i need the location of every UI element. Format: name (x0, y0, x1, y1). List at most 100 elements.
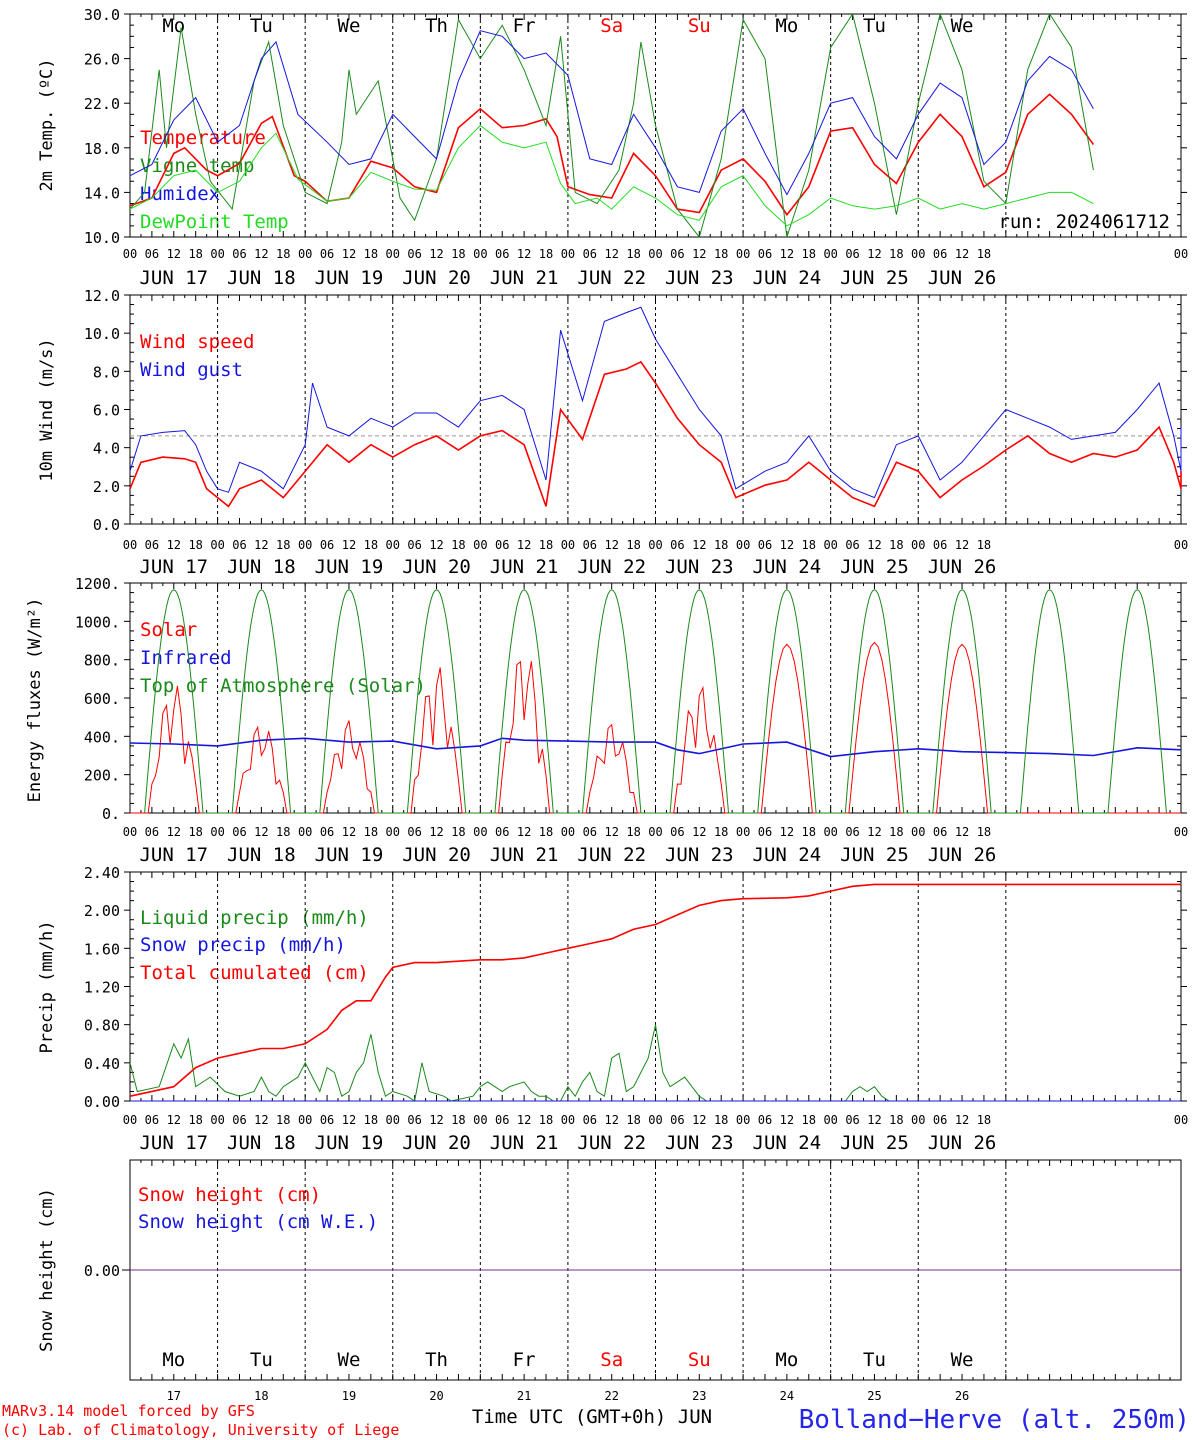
time-axis-title: Time UTC (GMT+0h) JUN (472, 1406, 712, 1428)
hour-label: 12 (692, 538, 706, 552)
date-label: JUN 19 (315, 267, 384, 289)
hour-label: 18 (714, 1113, 728, 1127)
hour-label: 18 (451, 1113, 465, 1127)
temperature-panel: 2m Temp. (ºC) Temperature Vigne temp Hum… (37, 13, 1182, 238)
hour-label: 00 (210, 247, 224, 261)
hour-label: 00 (648, 1113, 662, 1127)
series-line-humidex (129, 30, 1094, 196)
date-label: JUN 17 (139, 267, 208, 289)
hour-label: 18 (451, 825, 465, 839)
legend-snow-precip: Snow precip (mm/h) (140, 934, 346, 956)
series-line-wind-speed (129, 360, 1182, 508)
y-tick-label: 0. (102, 805, 120, 823)
weekday-label: Th (425, 15, 448, 37)
date-label: JUN 20 (402, 267, 471, 289)
energy-panel: Energy fluxes (W/m²) Solar Infrared Top … (25, 582, 1182, 814)
date-label: JUN 22 (577, 556, 646, 578)
date-label: JUN 24 (753, 844, 822, 866)
hour-label: 18 (188, 1113, 202, 1127)
y-tick-label: 600. (84, 690, 120, 708)
hour-label: 00 (823, 247, 837, 261)
y-tick-label: 22.0 (84, 95, 120, 113)
legend-liquid-precip: Liquid precip (mm/h) (140, 907, 369, 929)
y-tick-label: 2.0 (93, 478, 120, 496)
hour-label: 12 (955, 538, 969, 552)
weekday-label: Mo (162, 1349, 185, 1371)
date-label: JUN 23 (665, 267, 734, 289)
y-tick-label: 2.00 (84, 902, 120, 920)
hour-label: 06 (320, 1113, 334, 1127)
legend-dewpoint-temp: DewPoint Temp (140, 211, 289, 233)
series-line-total-cumulated-cm- (129, 883, 1181, 1097)
hour-label: 18 (451, 247, 465, 261)
hour-label: 18 (889, 825, 903, 839)
hour-label: 18 (276, 1113, 290, 1127)
hour-label: 06 (670, 247, 684, 261)
legend-humidex: Humidex (140, 183, 220, 205)
temperature-y-axis-title: 2m Temp. (ºC) (37, 58, 57, 191)
hour-label: 00 (736, 1113, 750, 1127)
hour-label: 12 (167, 538, 181, 552)
hour-label: 06 (933, 825, 947, 839)
weekday-label: Th (425, 1349, 448, 1371)
y-tick-label: 1.20 (84, 979, 120, 997)
hour-label: 06 (145, 825, 159, 839)
hour-label: 00 (911, 247, 925, 261)
y-tick-label: 18.0 (84, 140, 120, 158)
hour-label: 12 (692, 825, 706, 839)
hour-label: 00 (386, 538, 400, 552)
hour-label: 06 (145, 1113, 159, 1127)
hour-label: 18 (977, 247, 991, 261)
hour-label: 12 (604, 1113, 618, 1127)
y-tick-label: 400. (84, 728, 120, 746)
series-line-liquid-precip-mm-h- (129, 1024, 1181, 1102)
day-number-label: 19 (342, 1389, 356, 1403)
hour-label: 00 (561, 825, 575, 839)
hour-label: 18 (276, 538, 290, 552)
date-label: JUN 19 (315, 844, 384, 866)
weekday-label: Su (688, 1349, 711, 1371)
hour-label: 00 (210, 825, 224, 839)
date-label: JUN 18 (227, 556, 296, 578)
series-line-temperature (129, 93, 1095, 217)
date-label: JUN 26 (928, 267, 997, 289)
weekday-label: Fr (513, 1349, 536, 1371)
hour-label: 18 (451, 538, 465, 552)
hour-label: 06 (583, 247, 597, 261)
hour-label: 12 (167, 1113, 181, 1127)
hour-label: 12 (604, 538, 618, 552)
hour-label: 00 (648, 247, 662, 261)
hour-label: 00 (1174, 247, 1188, 261)
hour-label: 06 (145, 247, 159, 261)
legend-infrared: Infrared (140, 647, 232, 669)
hour-label: 00 (1174, 1113, 1188, 1127)
hour-label: 12 (517, 538, 531, 552)
hour-label: 06 (933, 538, 947, 552)
hour-label: 00 (561, 538, 575, 552)
y-tick-label: 200. (84, 767, 120, 785)
hour-label: 06 (495, 1113, 509, 1127)
y-tick-label: 8.0 (93, 363, 120, 381)
hour-label: 12 (517, 1113, 531, 1127)
date-label: JUN 25 (840, 267, 909, 289)
hour-label: 06 (232, 247, 246, 261)
date-label: JUN 21 (490, 844, 559, 866)
hour-label: 12 (254, 825, 268, 839)
hour-label: 00 (210, 538, 224, 552)
hour-label: 18 (977, 825, 991, 839)
hour-label: 00 (123, 1113, 137, 1127)
hour-label: 12 (955, 247, 969, 261)
hour-label: 18 (889, 538, 903, 552)
date-label: JUN 24 (753, 556, 822, 578)
hour-label: 00 (911, 538, 925, 552)
hour-label: 06 (145, 538, 159, 552)
hour-label: 00 (473, 1113, 487, 1127)
y-tick-label: 1.60 (84, 940, 120, 958)
hour-label: 18 (626, 247, 640, 261)
legend-wind-gust: Wind gust (140, 359, 243, 381)
hour-label: 00 (123, 825, 137, 839)
run-annotation: run: 2024061712 (998, 211, 1170, 233)
hour-label: 06 (670, 825, 684, 839)
hour-label: 00 (823, 538, 837, 552)
hour-label: 06 (758, 1113, 772, 1127)
